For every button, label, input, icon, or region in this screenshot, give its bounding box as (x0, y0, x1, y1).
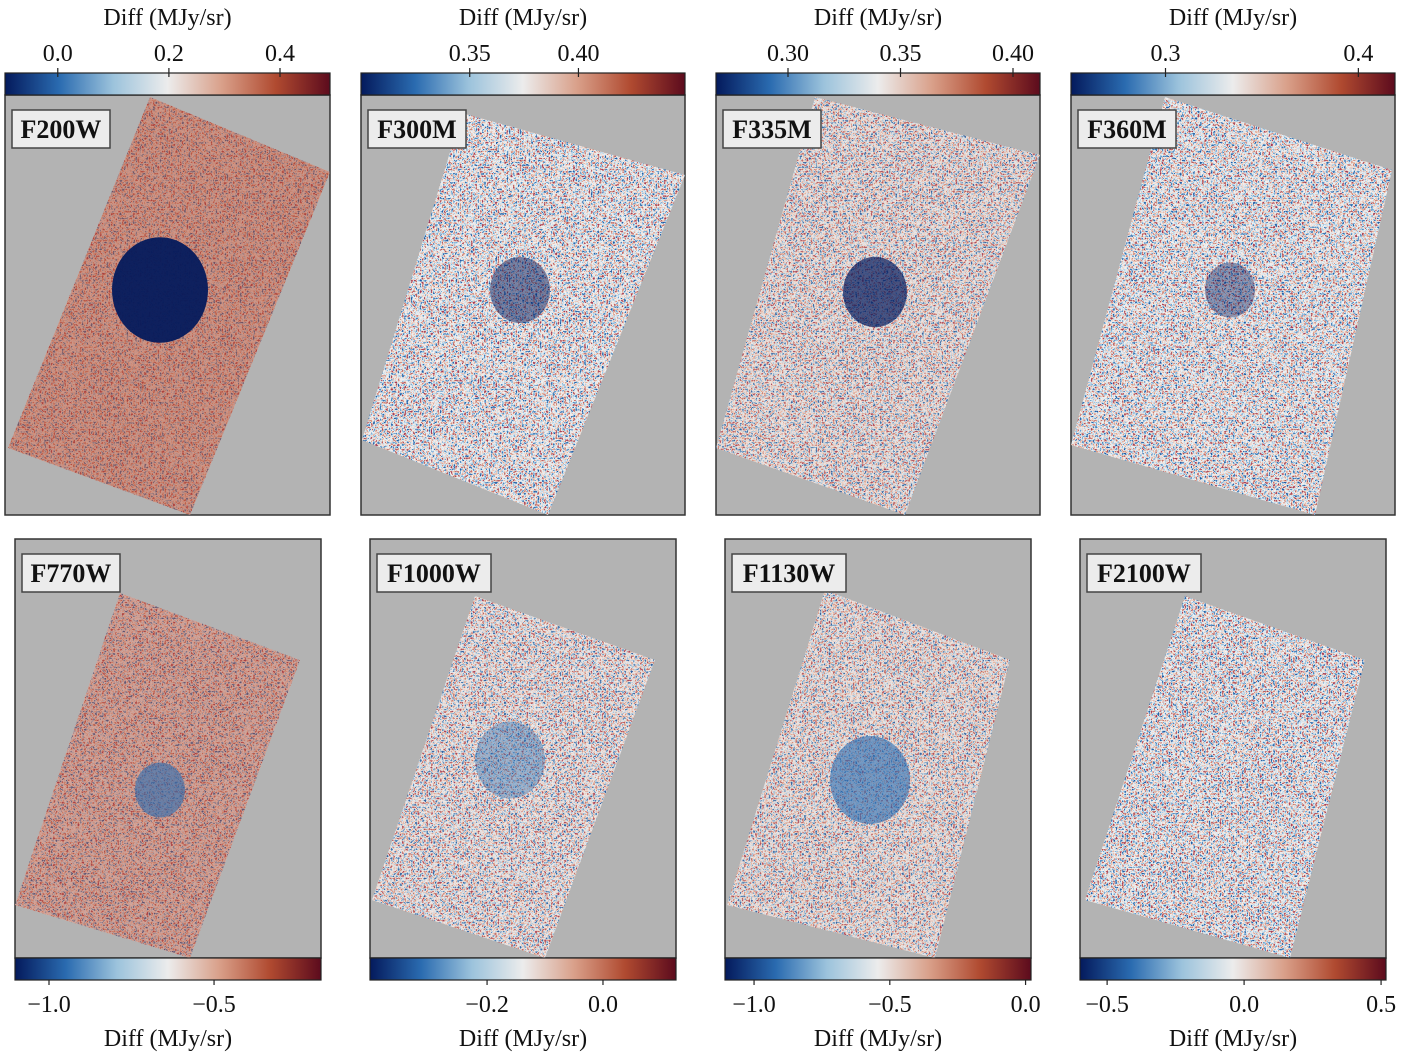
colorbar-tick-label: −0.5 (1085, 992, 1129, 1018)
image-map (372, 596, 655, 958)
colorbar-tick-label: 0.0 (1229, 992, 1259, 1018)
colorbar-tick-label: 0.30 (767, 41, 809, 67)
colorbar (724, 957, 1032, 981)
colorbar-tick-label: 0.35 (880, 41, 922, 67)
colorbar-label: Diff (MJy/sr) (104, 1026, 232, 1052)
panel-label: F200W (21, 115, 102, 144)
colorbar-tick-label: −0.2 (465, 992, 509, 1018)
colorbar (1070, 72, 1396, 96)
image-feature (1205, 262, 1255, 318)
colorbar (14, 957, 322, 981)
image-feature (112, 237, 208, 343)
colorbar-tick-label: −1.0 (732, 992, 776, 1018)
colorbar-tick-label: 0.2 (154, 41, 184, 67)
panel-label: F360M (1087, 115, 1166, 144)
colorbar (1079, 957, 1387, 981)
colorbar-tick-label: 0.0 (1011, 992, 1041, 1018)
colorbar-label: Diff (MJy/sr) (814, 5, 942, 31)
colorbar-tick-label: 0.4 (1343, 41, 1373, 67)
image-feature (135, 762, 185, 818)
image-map (1085, 596, 1365, 958)
colorbar-tick-label: 0.0 (43, 41, 73, 67)
panel-label: F770W (31, 559, 112, 588)
image-feature (475, 721, 545, 799)
colorbar-tick-label: −0.5 (192, 992, 236, 1018)
colorbar (4, 72, 331, 96)
colorbar (715, 72, 1041, 96)
image-tint (372, 596, 655, 958)
panel-label-box (376, 553, 492, 593)
colorbar-label: Diff (MJy/sr) (459, 5, 587, 31)
colorbar-tick-label: 0.4 (265, 41, 295, 67)
colorbar-tick-label: 0.3 (1151, 41, 1181, 67)
panel-label-box (367, 109, 467, 149)
panel-label-box (21, 553, 121, 593)
colorbar-label: Diff (MJy/sr) (103, 5, 231, 31)
panel-label-box (11, 109, 111, 149)
panel-label: F335M (732, 115, 811, 144)
panel-label-box (1086, 553, 1202, 593)
image-feature (490, 257, 550, 323)
image-map (1071, 97, 1392, 515)
colorbar-tick-label: 0.40 (992, 41, 1034, 67)
colorbar-tick-label: 0.0 (588, 992, 618, 1018)
colorbar-label: Diff (MJy/sr) (814, 1026, 942, 1052)
colorbar (369, 957, 677, 981)
image-feature (830, 736, 910, 824)
colorbar-label: Diff (MJy/sr) (459, 1026, 587, 1052)
panel-label: F1130W (743, 559, 835, 588)
colorbar-tick-label: 0.35 (449, 41, 491, 67)
colorbar-tick-label: −0.5 (868, 992, 912, 1018)
colorbar-tick-label: −1.0 (27, 992, 71, 1018)
panel-label: F1000W (387, 559, 481, 588)
panel-label-box (722, 109, 822, 149)
image-feature (843, 256, 907, 328)
colorbar-tick-label: 0.40 (557, 41, 599, 67)
colorbar-tick-label: 0.5 (1366, 992, 1396, 1018)
colorbar-label: Diff (MJy/sr) (1169, 5, 1297, 31)
panel-label: F300M (377, 115, 456, 144)
panel-label-box (731, 553, 847, 593)
panel-label-box (1077, 109, 1177, 149)
colorbar (360, 72, 686, 96)
colorbar-label: Diff (MJy/sr) (1169, 1026, 1297, 1052)
panel-label: F2100W (1097, 559, 1191, 588)
